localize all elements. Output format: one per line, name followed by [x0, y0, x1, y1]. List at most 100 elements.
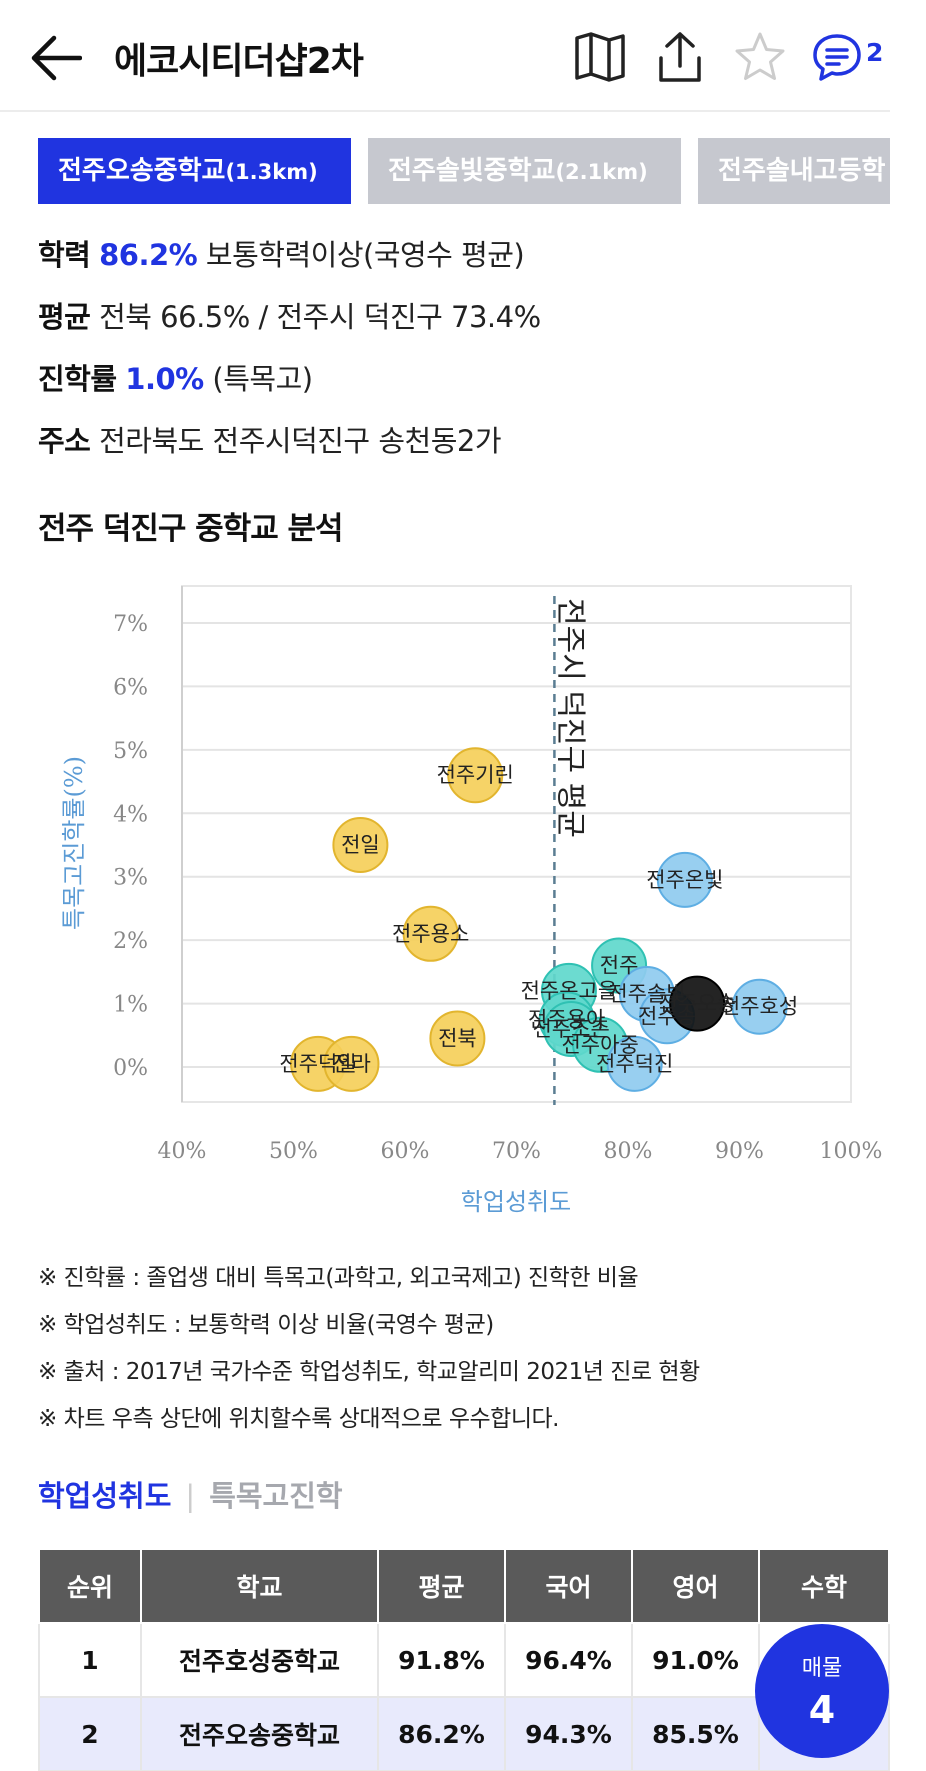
- comment-count[interactable]: 2: [866, 38, 884, 67]
- subtab-achievement[interactable]: 학업성취도: [38, 1479, 172, 1513]
- y-tick-label: 4%: [113, 802, 148, 827]
- cell-school: 전주호성중학교: [140, 1622, 379, 1698]
- ranking-sub-tabs: 학업성취도 | 특목고진학: [38, 1473, 343, 1515]
- point-label: 전주온고을: [521, 979, 618, 1003]
- y-tick-label: 1%: [113, 993, 148, 1018]
- tab-school-2[interactable]: 전주솔빛중학교(2.1km): [368, 138, 681, 204]
- address-value: 전라북도 전주시덕진구 송천동2가: [99, 424, 502, 458]
- scatter-point: [606, 1035, 663, 1092]
- comment-icon[interactable]: [810, 30, 864, 84]
- tab-label: 전주솔빛중학교: [388, 156, 556, 186]
- fab-label: 매물: [801, 1656, 843, 1681]
- y-tick-label: 5%: [113, 739, 148, 764]
- y-tick-label: 3%: [113, 866, 148, 891]
- point-label: 전북: [438, 1026, 477, 1050]
- address-label: 주소: [38, 424, 91, 458]
- advance-rate-row: 진학률 1.0% (특목고): [38, 356, 313, 398]
- x-tick-label: 40%: [158, 1139, 207, 1164]
- scatter-point: [731, 978, 788, 1035]
- scatter-point: [447, 747, 504, 804]
- back-arrow-icon[interactable]: [30, 34, 82, 82]
- achievement-desc: 보통학력이상(국영수 평균): [205, 238, 525, 272]
- advance-desc: (특목고): [212, 362, 313, 396]
- point-label: 전주덕일: [279, 1052, 356, 1076]
- note-4: ※ 차트 우측 상단에 위치할수록 상대적으로 우수합니다.: [38, 1406, 559, 1432]
- section-title: 전주 덕진구 중학교 분석: [38, 511, 344, 547]
- point-label: 전주: [600, 954, 639, 978]
- listings-fab-button[interactable]: 매물 4: [755, 1624, 889, 1758]
- cell-school: 전주오송중학교: [140, 1696, 379, 1771]
- scatter-point: [323, 1035, 380, 1092]
- achievement-value: 86.2%: [99, 238, 198, 272]
- point-label: 전주조촌: [532, 1017, 609, 1041]
- x-tick-label: 100%: [820, 1139, 883, 1164]
- cell-average: 86.2%: [377, 1696, 506, 1771]
- x-tick-label: 80%: [604, 1139, 653, 1164]
- tab-distance: (1.3km): [225, 160, 318, 184]
- col-header-average[interactable]: 평균: [377, 1548, 506, 1624]
- point-label: 전주오송: [658, 992, 735, 1016]
- cell-english: 85.5%: [631, 1696, 760, 1771]
- y-tick-label: 7%: [113, 612, 148, 637]
- col-header-school[interactable]: 학교: [140, 1548, 379, 1624]
- tab-label: 전주솔내고등학: [718, 156, 886, 186]
- col-header-rank[interactable]: 순위: [38, 1548, 142, 1624]
- point-label: 전주송: [638, 1004, 696, 1028]
- scatter-point: [332, 817, 389, 873]
- app-header: 에코시티더샵2차 2: [0, 0, 890, 112]
- note-1: ※ 진학률 : 졸업생 대비 특목고(과학고, 외고국제고) 진학한 비율: [38, 1265, 639, 1291]
- scatter-point: [669, 975, 726, 1032]
- school-scatter-chart: 0% 1% 2% 3% 4% 5% 6% 7% 40% 50% 60% 70% 80% 90% 100% 학업…: [60, 585, 883, 1216]
- average-row: 평균 전북 66.5% / 전주시 덕진구 73.4%: [38, 294, 541, 336]
- advance-label: 진학률: [38, 362, 117, 396]
- achievement-row: 학력 86.2% 보통학력이상(국영수 평균): [38, 232, 525, 274]
- scatter-point: [429, 1010, 486, 1067]
- y-axis-title: 특목고진학률(%): [60, 756, 88, 930]
- achievement-label: 학력: [38, 238, 91, 272]
- point-label: 전주아중: [561, 1033, 638, 1057]
- cell-korean: 94.3%: [504, 1696, 633, 1771]
- col-header-english[interactable]: 영어: [631, 1548, 760, 1624]
- y-tick-label: 2%: [113, 929, 148, 954]
- point-label: 전주덕진: [596, 1052, 673, 1076]
- note-3: ※ 출처 : 2017년 국가수준 학업성취도, 학교알리미 2021년 진로 …: [38, 1359, 700, 1385]
- share-icon[interactable]: [653, 30, 707, 84]
- cell-korean: 96.4%: [504, 1622, 633, 1698]
- subtab-special-high[interactable]: 특목고진학: [209, 1479, 343, 1513]
- subtab-divider: |: [185, 1479, 196, 1513]
- point-label: 전주호성: [721, 995, 798, 1019]
- cell-rank: 2: [38, 1696, 142, 1771]
- tab-school-1[interactable]: 전주오송중학교(1.3km): [38, 138, 351, 204]
- star-icon[interactable]: [733, 30, 787, 84]
- average-reference-label: 전주시 덕진구 평균: [552, 598, 587, 838]
- col-header-math[interactable]: 수학: [758, 1548, 890, 1624]
- point-label: 전일: [341, 833, 380, 857]
- x-tick-label: 50%: [269, 1139, 318, 1164]
- point-label: 전주용아: [528, 1007, 605, 1031]
- cell-english: 91.0%: [631, 1622, 760, 1698]
- tab-distance: (2.1km): [555, 160, 648, 184]
- y-tick-label: 0%: [113, 1056, 148, 1081]
- x-axis-title: 학업성취도: [461, 1188, 571, 1216]
- average-value: 전북 66.5% / 전주시 덕진구 73.4%: [99, 300, 541, 334]
- address-row: 주소 전라북도 전주시덕진구 송천동2가: [38, 418, 502, 460]
- y-tick-label: 6%: [113, 675, 148, 700]
- tab-school-3[interactable]: 전주솔내고등학: [698, 138, 890, 204]
- x-tick-label: 70%: [492, 1139, 541, 1164]
- point-label: 전주솔빛: [608, 982, 685, 1006]
- note-2: ※ 학업성취도 : 보통학력 이상 비율(국영수 평균): [38, 1312, 494, 1338]
- point-label: 전주기린: [437, 763, 514, 787]
- point-label: 전주용소: [392, 922, 469, 946]
- map-book-icon[interactable]: [573, 30, 627, 84]
- cell-rank: 1: [38, 1622, 142, 1698]
- advance-value: 1.0%: [125, 362, 204, 396]
- school-tab-bar: 전주오송중학교(1.3km) 전주솔빛중학교(2.1km) 전주솔내고등학: [38, 138, 890, 204]
- col-header-korean[interactable]: 국어: [504, 1548, 633, 1624]
- average-label: 평균: [38, 300, 91, 334]
- fab-count: 4: [808, 1688, 836, 1732]
- scatter-point: [402, 905, 459, 962]
- page-title: 에코시티더샵2차: [114, 41, 364, 82]
- x-tick-label: 90%: [715, 1139, 764, 1164]
- x-tick-label: 60%: [381, 1139, 430, 1164]
- table-header-row: 순위 학교 평균 국어 영어 수학: [38, 1548, 890, 1624]
